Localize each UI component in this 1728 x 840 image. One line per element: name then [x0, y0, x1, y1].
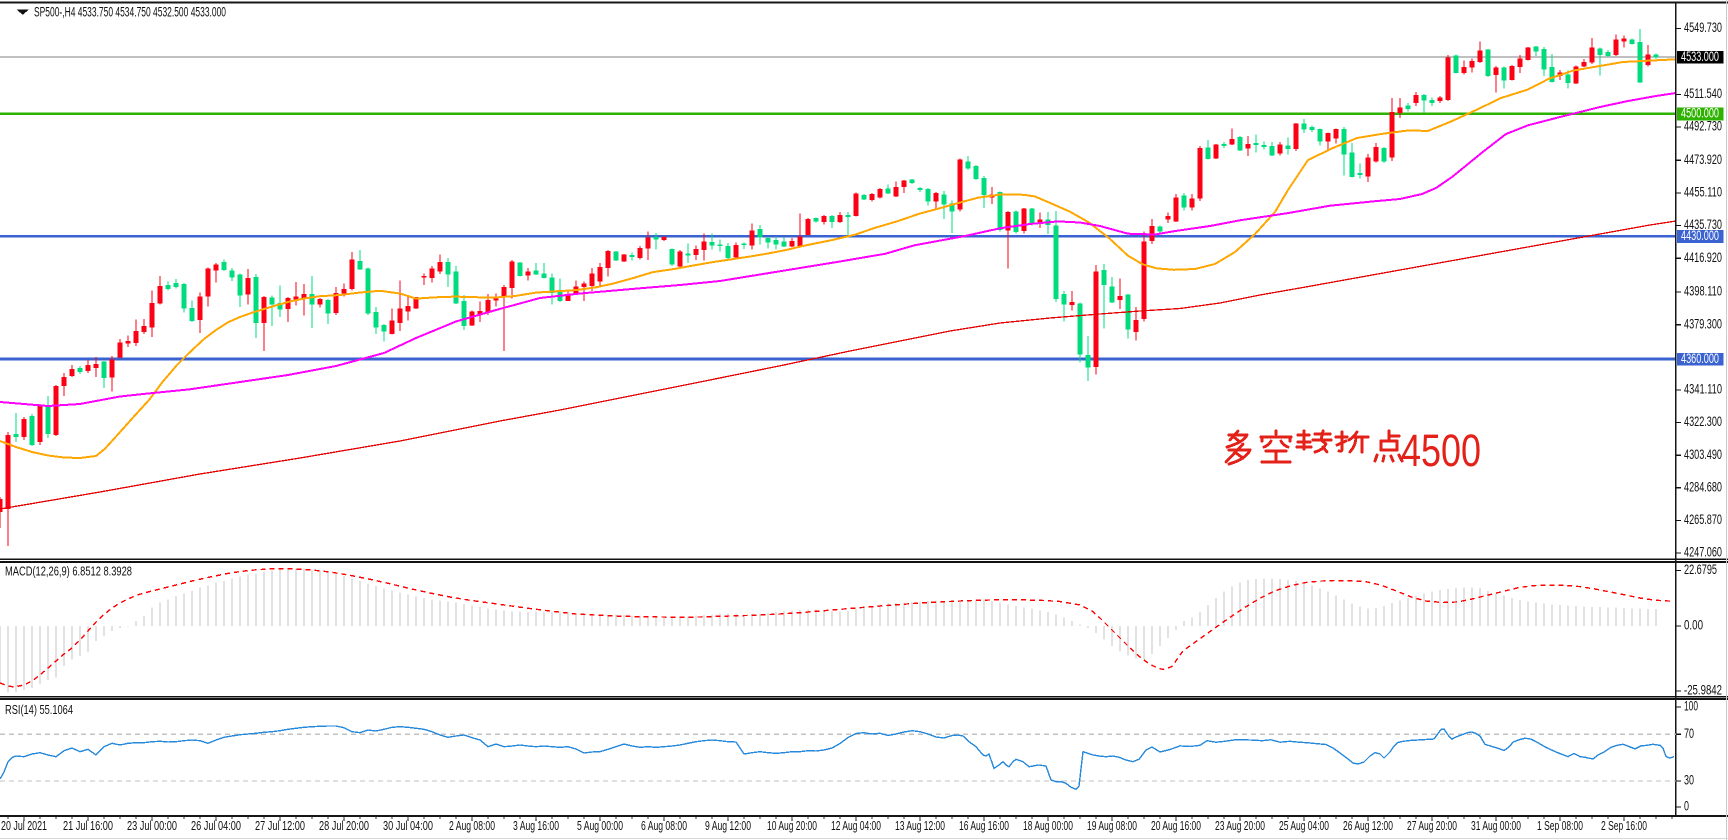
svg-text:30: 30 [1684, 773, 1694, 788]
svg-text:30 Jul 04:00: 30 Jul 04:00 [383, 819, 433, 833]
svg-text:4500: 4500 [1401, 425, 1481, 476]
svg-text:18 Aug 00:00: 18 Aug 00:00 [1023, 819, 1073, 833]
svg-text:23 Jul 00:00: 23 Jul 00:00 [127, 819, 177, 833]
svg-text:20 Jul 2021: 20 Jul 2021 [1, 819, 47, 833]
svg-text:13 Aug 12:00: 13 Aug 12:00 [895, 819, 945, 833]
svg-text:21 Jul 16:00: 21 Jul 16:00 [63, 819, 113, 833]
svg-text:4379.300: 4379.300 [1684, 316, 1722, 331]
svg-text:4533.000: 4533.000 [1681, 49, 1719, 64]
svg-text:5 Aug 00:00: 5 Aug 00:00 [577, 819, 623, 833]
svg-text:4473.920: 4473.920 [1684, 152, 1722, 167]
svg-text:4435.730: 4435.730 [1684, 217, 1722, 232]
svg-text:10 Aug 20:00: 10 Aug 20:00 [767, 819, 817, 833]
svg-text:4322.300: 4322.300 [1684, 414, 1722, 429]
svg-text:16 Aug 16:00: 16 Aug 16:00 [959, 819, 1009, 833]
svg-text:4284.680: 4284.680 [1684, 479, 1722, 494]
svg-text:4265.870: 4265.870 [1684, 512, 1722, 527]
svg-text:MACD(12,26,9) 6.8512 8.3928: MACD(12,26,9) 6.8512 8.3928 [5, 564, 132, 579]
svg-text:4416.920: 4416.920 [1684, 250, 1722, 265]
svg-text:4398.110: 4398.110 [1684, 284, 1722, 299]
svg-text:23 Aug 20:00: 23 Aug 20:00 [1215, 819, 1265, 833]
svg-text:1 Sep 08:00: 1 Sep 08:00 [1537, 819, 1583, 833]
svg-text:100: 100 [1684, 699, 1698, 714]
svg-text:4430.000: 4430.000 [1681, 228, 1719, 243]
svg-text:28 Jul 20:00: 28 Jul 20:00 [319, 819, 369, 833]
svg-text:RSI(14) 55.1064: RSI(14) 55.1064 [5, 702, 73, 717]
svg-text:22.6795: 22.6795 [1684, 562, 1717, 577]
svg-text:2 Sep 16:00: 2 Sep 16:00 [1601, 819, 1647, 833]
svg-text:4360.000: 4360.000 [1681, 351, 1719, 366]
svg-text:26 Jul 04:00: 26 Jul 04:00 [191, 819, 241, 833]
svg-text:20 Aug 16:00: 20 Aug 16:00 [1151, 819, 1201, 833]
svg-text:4341.110: 4341.110 [1684, 382, 1722, 397]
svg-text:9 Aug 12:00: 9 Aug 12:00 [705, 819, 751, 833]
svg-text:4511.540: 4511.540 [1684, 86, 1722, 101]
svg-text:3 Aug 16:00: 3 Aug 16:00 [513, 819, 559, 833]
svg-text:27 Jul 12:00: 27 Jul 12:00 [255, 819, 305, 833]
svg-text:31 Aug 00:00: 31 Aug 00:00 [1471, 819, 1521, 833]
svg-text:19 Aug 08:00: 19 Aug 08:00 [1087, 819, 1137, 833]
svg-text:6 Aug 08:00: 6 Aug 08:00 [641, 819, 687, 833]
svg-text:-25.9842: -25.9842 [1684, 683, 1722, 698]
svg-text:0: 0 [1684, 799, 1689, 814]
svg-text:2 Aug 08:00: 2 Aug 08:00 [449, 819, 495, 833]
svg-text:4303.490: 4303.490 [1684, 447, 1722, 462]
svg-text:25 Aug 04:00: 25 Aug 04:00 [1279, 819, 1329, 833]
svg-text:4492.730: 4492.730 [1684, 119, 1722, 134]
svg-text:27 Aug 20:00: 27 Aug 20:00 [1407, 819, 1457, 833]
svg-text:26 Aug 12:00: 26 Aug 12:00 [1343, 819, 1393, 833]
svg-text:4455.110: 4455.110 [1684, 185, 1722, 200]
svg-text:4549.730: 4549.730 [1684, 20, 1722, 35]
svg-text:0.00: 0.00 [1684, 618, 1703, 633]
svg-text:4500.000: 4500.000 [1681, 106, 1719, 121]
svg-text:70: 70 [1684, 726, 1694, 741]
svg-text:12 Aug 04:00: 12 Aug 04:00 [831, 819, 881, 833]
svg-text:4247.060: 4247.060 [1684, 545, 1722, 560]
svg-text:SP500-,H4 4533.750 4534.750 4: SP500-,H4 4533.750 4534.750 4532.500 453… [34, 5, 226, 20]
